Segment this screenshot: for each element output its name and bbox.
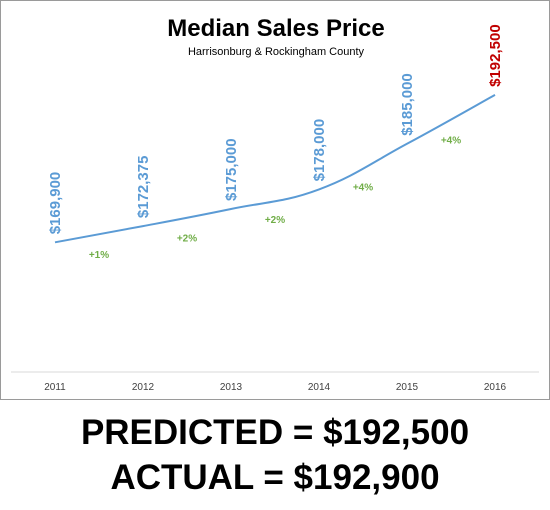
- change-label-2016: +4%: [441, 135, 461, 146]
- prediction-summary: PREDICTED = $192,500 ACTUAL = $192,900: [0, 410, 550, 500]
- data-label-2011: $169,900: [47, 172, 64, 235]
- plot-area: 2011 2012 2013 2014 2015 2016 $169,900 $172,375…: [44, 24, 506, 393]
- change-label-2015: +4%: [353, 183, 373, 194]
- x-tick-label-2011: 2011: [44, 382, 66, 393]
- change-label-2013: +2%: [177, 234, 197, 245]
- data-label-2012: $172,375: [135, 156, 152, 219]
- data-label-2014: $178,000: [311, 119, 328, 182]
- chart-frame: Median Sales Price Harrisonburg & Rockin…: [0, 0, 550, 400]
- x-tick-label-2015: 2015: [396, 382, 419, 393]
- x-tick-label-2014: 2014: [308, 382, 331, 393]
- x-tick-label-2013: 2013: [220, 382, 243, 393]
- x-tick-label-2012: 2012: [132, 382, 155, 393]
- change-label-2014: +2%: [265, 215, 285, 226]
- change-label-2012: +1%: [89, 250, 109, 261]
- x-tick-label-2016: 2016: [484, 382, 507, 393]
- predicted-text: PREDICTED = $192,500: [80, 413, 470, 452]
- actual-text: ACTUAL = $192,900: [110, 458, 440, 497]
- data-label-2013: $175,000: [223, 138, 240, 201]
- chart-subtitle: Harrisonburg & Rockingham County: [188, 46, 365, 58]
- line-chart: Median Sales Price Harrisonburg & Rockin…: [11, 15, 539, 393]
- data-label-2015: $185,000: [399, 73, 416, 136]
- data-label-2016: $192,500: [487, 24, 504, 87]
- chart-title: Median Sales Price: [167, 15, 384, 42]
- series-line: [54, 94, 496, 244]
